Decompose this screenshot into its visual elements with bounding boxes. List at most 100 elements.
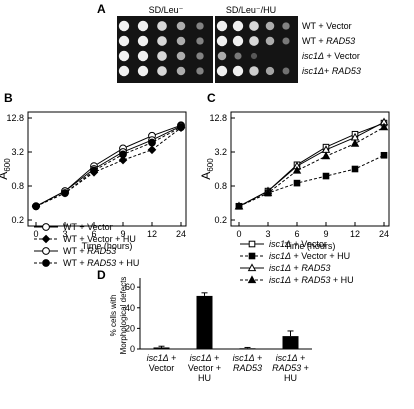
yeast-spot (282, 67, 290, 75)
x-tick-label: 3 (265, 229, 270, 239)
category-label: RAD53 + (272, 363, 309, 373)
legend-label: isc1Δ + Vector + HU (269, 251, 350, 261)
chart-b: 0.2 0.8 3.2 12.8 0 3 6 9 12 24 Time (hours) A600 WT … (0, 111, 187, 268)
yeast-spot (232, 65, 244, 77)
yeast-spot (282, 22, 290, 30)
yeast-spot (176, 21, 186, 31)
yeast-spot (157, 66, 167, 76)
x-tick-label: 6 (294, 229, 299, 239)
panel-c: C 0.2 0.8 3.2 12.8 0 3 6 9 12 24 Time (hours) A600 i… (199, 91, 390, 285)
data-point (61, 189, 69, 197)
yeast-spot (265, 21, 275, 31)
x-tick-label: 9 (323, 229, 328, 239)
yeast-spot (265, 66, 275, 76)
strain-label: isc1Δ + Vector (302, 51, 360, 61)
category-label: HU (284, 373, 297, 383)
x-tick-label: 3 (62, 229, 67, 239)
y-tick-label: 0 (130, 344, 135, 354)
data-point (247, 263, 257, 272)
y-axis-label-group: A600 (199, 158, 215, 180)
data-point (90, 166, 98, 175)
data-point (147, 145, 157, 155)
y-tick-label: 40 (125, 303, 135, 313)
data-point (263, 188, 273, 197)
yeast-spot (249, 36, 259, 46)
yeast-spot (157, 36, 167, 46)
yeast-spot (176, 66, 186, 76)
yeast-spot (118, 50, 130, 62)
yeast-spot (137, 65, 149, 77)
bar (153, 347, 170, 349)
category-label: HU (198, 373, 211, 383)
y-axis-label: A600 (199, 158, 215, 180)
yeast-spot (232, 20, 244, 32)
x-axis-label: Time (hours) (82, 241, 133, 251)
yeast-spot (249, 21, 259, 31)
legend-label: isc1Δ + Vector (269, 239, 327, 249)
bar (196, 295, 213, 349)
data-point (41, 234, 51, 244)
yeast-spots (118, 20, 290, 77)
category-label: Vector (149, 363, 175, 373)
y-tick-label: 12.8 (209, 113, 227, 123)
yeast-spot (118, 35, 130, 47)
x-tick-label: 0 (236, 229, 241, 239)
category-label: isc1Δ + (147, 353, 177, 363)
yeast-spot (265, 36, 275, 46)
y-axis-label: % cells withMorphological defects (109, 277, 128, 355)
yeast-spot (118, 20, 130, 32)
plate-label-sd-leu-hu: SD/Leu⁻/HU (226, 5, 276, 15)
yeast-spot (216, 65, 228, 77)
series-line (35, 124, 182, 207)
x-tick-label: 6 (91, 229, 96, 239)
category-label: isc1Δ + (276, 353, 306, 363)
legend-label: WT + RAD53 + HU (63, 258, 139, 268)
yeast-spot (137, 20, 149, 32)
y-tick-label: 0.8 (11, 181, 24, 191)
panel-d: D 0 20 40 60% cells withMorphological defec… (97, 268, 312, 383)
data-point (42, 223, 50, 231)
yeast-spot (196, 52, 204, 60)
plot-frame (230, 111, 390, 227)
data-point (351, 165, 359, 173)
panel-a-letter: A (97, 2, 106, 16)
data-point (380, 151, 388, 159)
data-point (292, 165, 302, 174)
chart-d: 0 20 40 60% cells withMorphological defects… (109, 277, 312, 383)
data-point (379, 122, 389, 131)
data-point (42, 259, 50, 267)
bar (282, 336, 299, 349)
panel-b-letter: B (4, 91, 13, 105)
legend-label: WT + Vector (63, 222, 113, 232)
y-tick-label: 0.2 (214, 215, 227, 225)
data-point (293, 179, 301, 187)
yeast-spot (282, 37, 290, 45)
data-point (42, 247, 50, 255)
category-label: isc1Δ + (190, 353, 220, 363)
x-tick-label: 24 (176, 229, 186, 239)
panel-d-letter: D (97, 268, 106, 282)
data-point (32, 202, 40, 211)
x-tick-label: 12 (350, 229, 360, 239)
legend-label: WT + Vector + HU (63, 234, 136, 244)
yeast-spot (217, 51, 227, 61)
yeast-spot (216, 20, 228, 32)
panel-c-letter: C (207, 91, 216, 105)
plot-frame (27, 111, 187, 227)
yeast-spot (232, 35, 244, 47)
yeast-spot (157, 21, 167, 31)
x-axis-label: Time (hours) (285, 241, 336, 251)
data-point (248, 252, 256, 260)
data-point (118, 155, 128, 165)
panel-a: A SD/Leu⁻ SD/Leu⁻/HU WT + Vector WT + RAD… (97, 2, 361, 83)
yeast-spot (249, 66, 259, 76)
yeast-spot (234, 52, 242, 60)
category-label: RAD53 (233, 363, 262, 373)
chart-c: 0.2 0.8 3.2 12.8 0 3 6 9 12 24 Time (hours) A600 isc… (199, 111, 390, 285)
yeast-spot (216, 35, 228, 47)
data-point (119, 150, 127, 159)
yeast-spot (196, 67, 204, 75)
yeast-spot (118, 65, 130, 77)
legend-label: isc1Δ + RAD53 + HU (269, 275, 354, 285)
